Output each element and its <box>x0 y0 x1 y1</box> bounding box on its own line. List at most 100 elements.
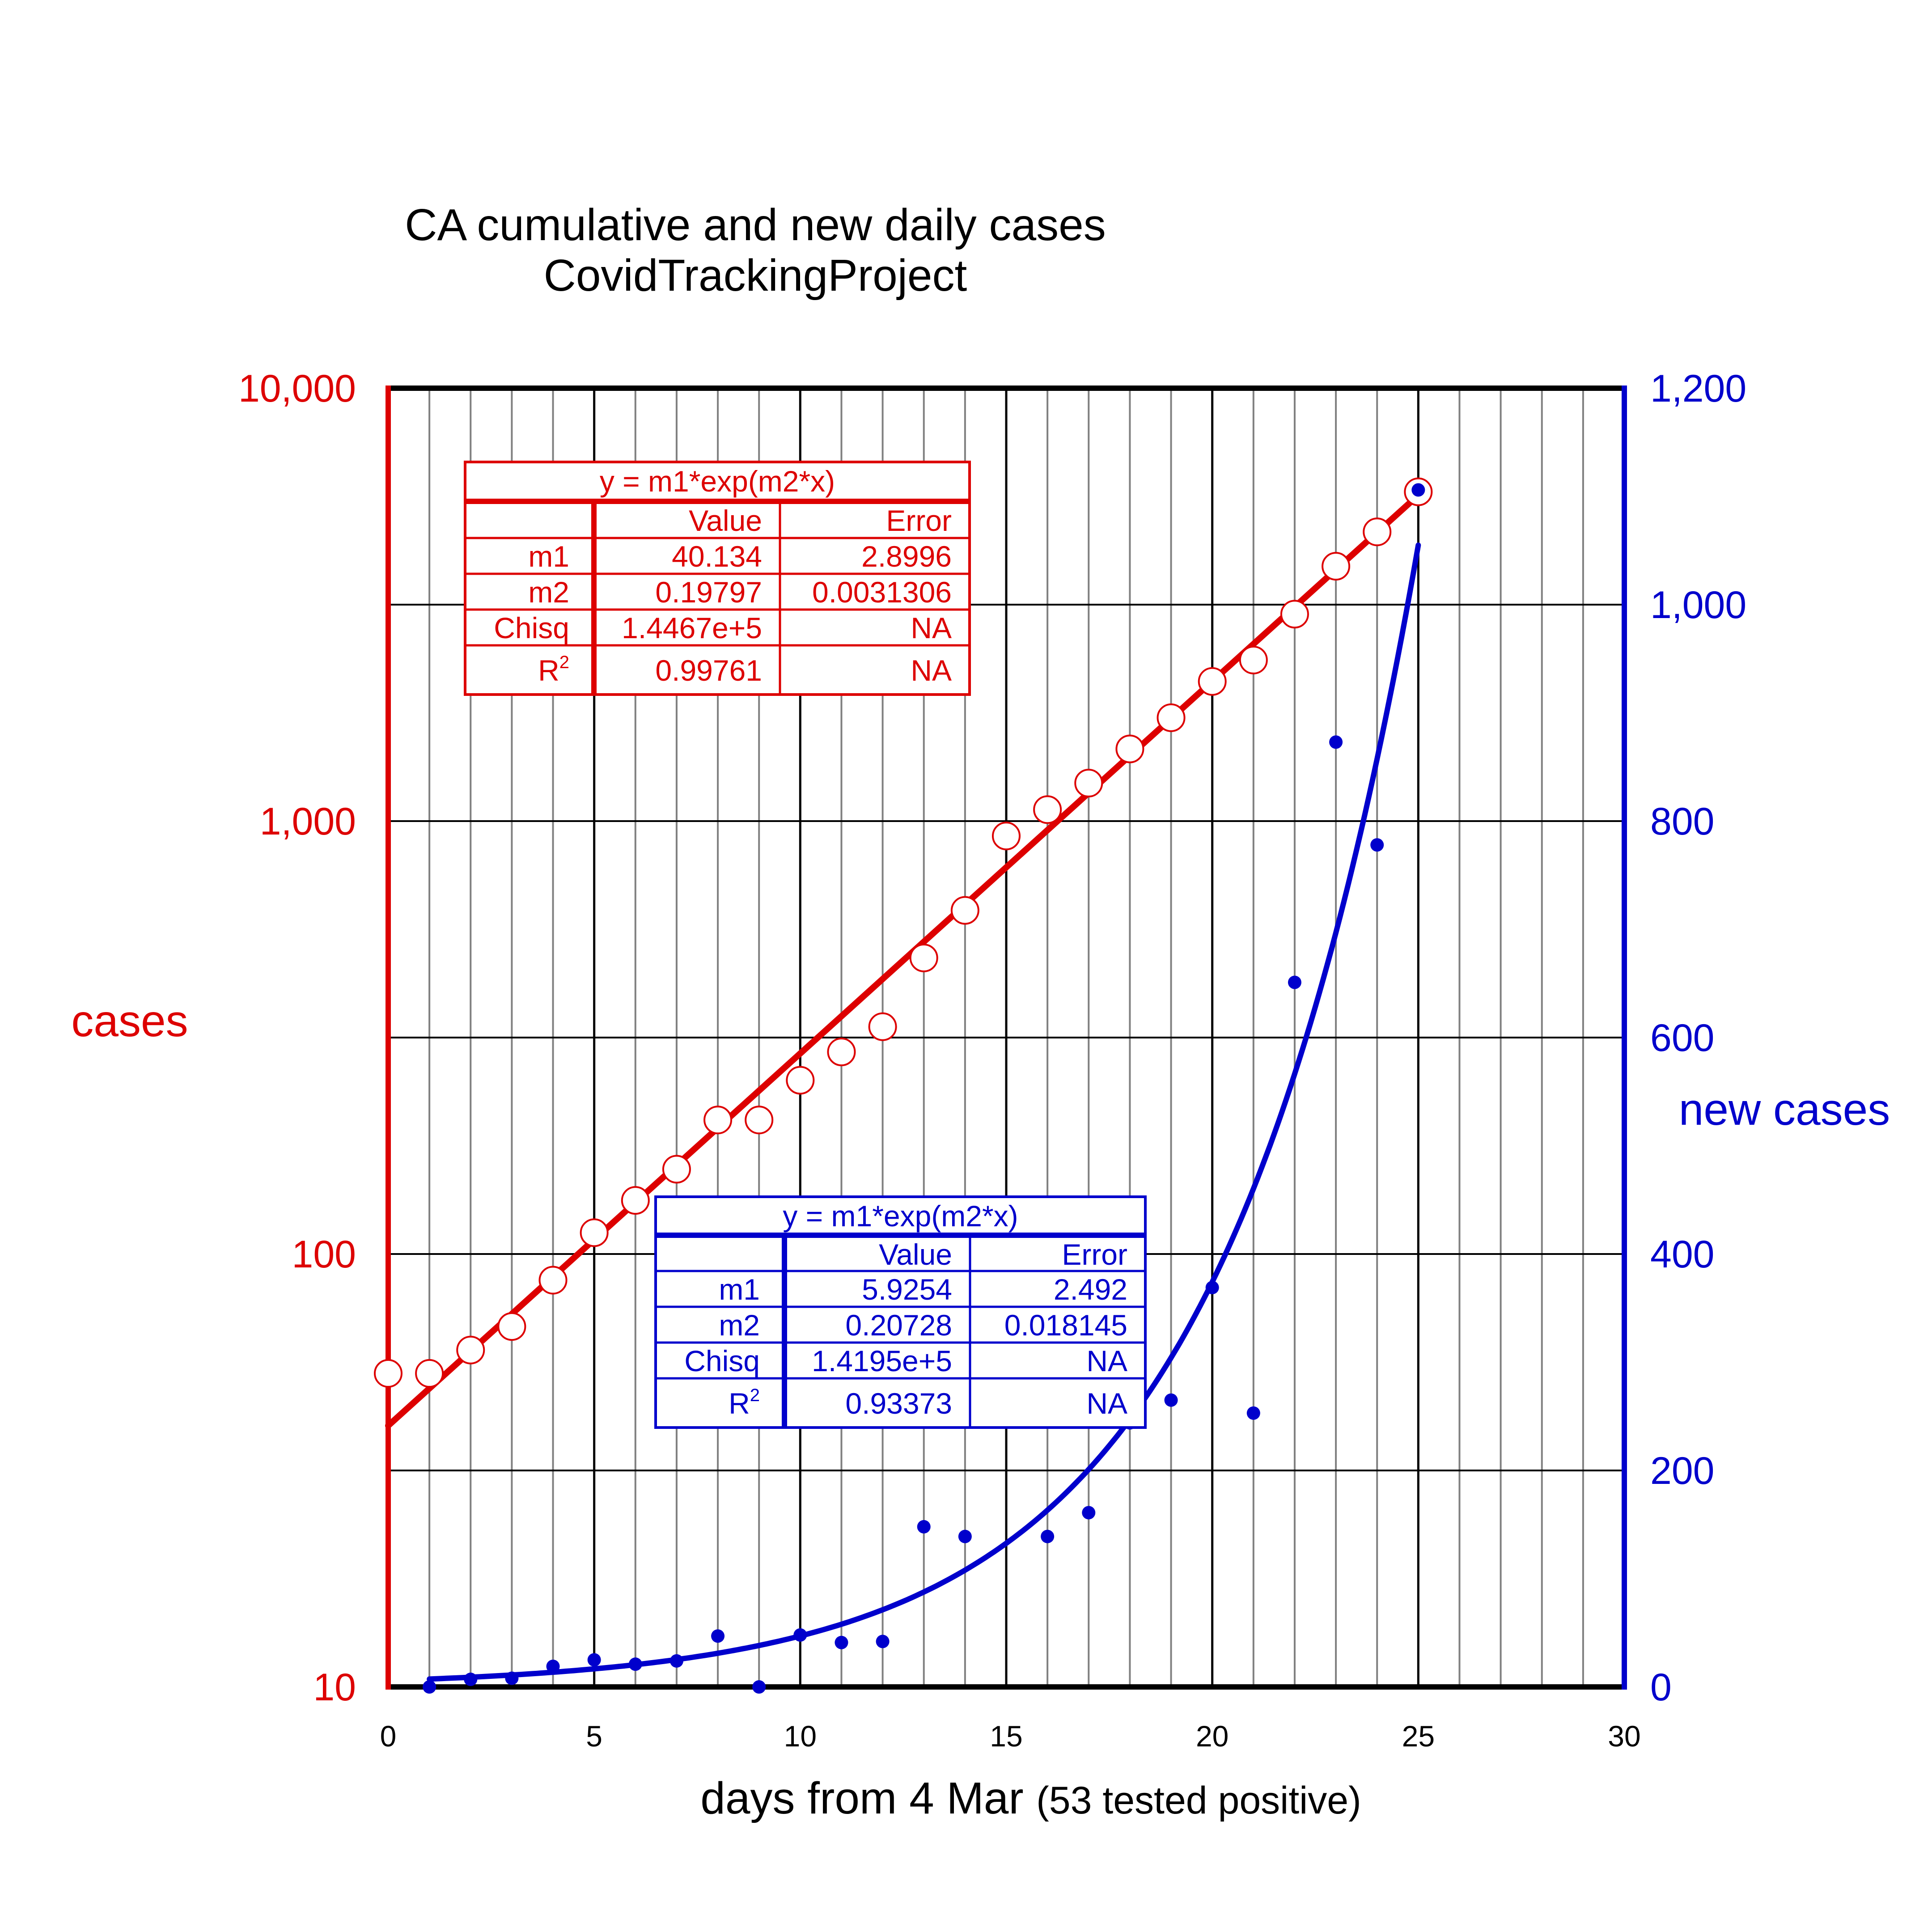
new-cases-point <box>958 1530 972 1543</box>
x-tick-label: 0 <box>380 1720 397 1753</box>
fit-param-error: 2.492 <box>1054 1273 1127 1306</box>
cumulative-cases-point <box>374 1359 402 1388</box>
cumulative-cases-point <box>909 943 938 972</box>
y-right-tick-label: 0 <box>1650 1666 1672 1709</box>
new-cases-point <box>752 1680 766 1694</box>
new-cases-point <box>1246 1406 1260 1420</box>
fit-param-value: 0.99761 <box>655 654 762 687</box>
cumulative-cases-point <box>497 1312 526 1341</box>
x-tick-label: 5 <box>586 1720 602 1753</box>
cumulative-cases-point <box>703 1106 733 1135</box>
cumulative-cases-point <box>662 1155 691 1184</box>
cumulative-cases-point <box>786 1066 815 1095</box>
cumulative-cases-point <box>538 1266 568 1295</box>
new-cases-point <box>423 1680 436 1694</box>
y-right-tick-label: 200 <box>1650 1449 1715 1492</box>
cumulative-cases-point <box>1033 795 1062 824</box>
y-left-tick-labels: 10 100 1,000 10,000 <box>238 367 356 1709</box>
y-right-tick-label: 400 <box>1650 1233 1715 1276</box>
new-cases-point <box>917 1520 931 1534</box>
cumulative-cases-point <box>1322 552 1351 581</box>
fit-param-label: Chisq <box>684 1344 760 1377</box>
x-tick-label: 10 <box>784 1720 817 1753</box>
y-right-tick-label: 800 <box>1650 800 1715 843</box>
new-cases-point <box>628 1657 642 1671</box>
fit-param-error: NA <box>1086 1387 1127 1420</box>
x-tick-labels: 0 5 10 15 20 25 30 <box>380 1720 1641 1753</box>
fit-param-label: R2 <box>729 1385 760 1420</box>
fit-param-error: NA <box>1086 1344 1127 1377</box>
fit-param-value: 0.93373 <box>845 1387 952 1420</box>
cumulative-cases-point <box>456 1335 485 1364</box>
y-left-tick-label: 10,000 <box>238 367 356 410</box>
new-cases-point <box>1041 1530 1055 1543</box>
fit-equation: y = m1*exp(m2*x) <box>600 465 835 498</box>
fit-param-value: 1.4467e+5 <box>622 611 762 644</box>
new-cases-point <box>1370 838 1384 852</box>
fit-param-value: 40.134 <box>672 540 762 573</box>
x-tick-label: 30 <box>1608 1720 1640 1753</box>
y-right-tick-labels: 0 200 400 600 800 1,000 1,200 <box>1650 367 1746 1709</box>
cumulative-cases-point <box>1157 703 1186 732</box>
new-cases-point <box>711 1629 725 1643</box>
chart-title: CA cumulative and new daily cases <box>405 200 1106 250</box>
fit-param-label: m2 <box>719 1309 760 1342</box>
fit-param-label-superscript: 2 <box>750 1385 760 1405</box>
fit-param-error: 0.018145 <box>1004 1309 1127 1342</box>
x-axis-label: days from 4 Mar (53 tested positive) <box>700 1773 1361 1823</box>
new-cases-point <box>1288 975 1301 989</box>
fit-param-label: m1 <box>719 1273 760 1306</box>
fit-param-error: 2.8996 <box>861 540 952 573</box>
new-cases-point <box>464 1673 478 1686</box>
y-right-tick-label: 600 <box>1650 1017 1715 1059</box>
cumulative-cases-point <box>1115 734 1144 763</box>
data-points <box>374 477 1433 1694</box>
fit-param-value: 0.20728 <box>845 1309 952 1342</box>
fit-param-error: 0.0031306 <box>812 576 952 609</box>
y-left-axis-label: cases <box>71 996 188 1046</box>
new-cases-point <box>505 1671 519 1685</box>
cumulative-cases-point <box>1363 517 1392 547</box>
cumulative-cases-point <box>1198 667 1227 696</box>
fit-param-value: 0.19797 <box>655 576 762 609</box>
fit-param-error: NA <box>911 611 952 644</box>
fit-param-value: 1.4195e+5 <box>812 1344 952 1377</box>
y-right-axis-label: new cases <box>1679 1085 1890 1135</box>
new-cases-point <box>546 1660 560 1674</box>
fit-tables: y = m1*exp(m2*x) Value Error m1 40.134 2.8996… <box>464 461 1147 1429</box>
cumulative-fit-table: y = m1*exp(m2*x) Value Error m1 40.134 2.8996… <box>464 461 971 696</box>
fit-table-header-error: Error <box>886 504 952 537</box>
cumulative-cases-point <box>827 1038 856 1067</box>
cumulative-cases-point <box>1239 645 1268 674</box>
new-cases-point <box>1205 1281 1219 1295</box>
fit-param-label: m1 <box>528 540 569 573</box>
cumulative-cases-point <box>621 1186 650 1215</box>
x-tick-label: 25 <box>1402 1720 1435 1753</box>
x-axis-label-note: (53 tested positive) <box>1036 1779 1361 1822</box>
new-cases-point <box>876 1635 890 1648</box>
new-cases-point <box>835 1635 848 1649</box>
x-axis-label-main: days from 4 Mar <box>700 1773 1023 1823</box>
x-tick-label: 20 <box>1196 1720 1229 1753</box>
new-cases-point <box>1329 735 1343 749</box>
cumulative-cases-point <box>1074 769 1103 798</box>
new-cases-fit-table: y = m1*exp(m2*x) Value Error m1 5.9254 2.492 m… <box>654 1195 1147 1429</box>
new-cases-point <box>587 1653 601 1667</box>
y-right-tick-label: 1,000 <box>1650 584 1746 627</box>
new-cases-point <box>1164 1393 1178 1407</box>
fit-table-header-error: Error <box>1062 1238 1127 1271</box>
cumulative-cases-point <box>1280 600 1309 629</box>
fit-param-error: NA <box>911 654 952 687</box>
new-cases-fit-curve <box>427 542 1421 1682</box>
fit-param-label: Chisq <box>494 611 569 644</box>
x-tick-label: 15 <box>990 1720 1022 1753</box>
cumulative-cases-point <box>745 1106 774 1135</box>
cumulative-cases-point <box>580 1218 609 1247</box>
y-left-tick-label: 10 <box>313 1666 356 1709</box>
y-left-tick-label: 100 <box>292 1233 356 1276</box>
y-right-tick-label: 1,200 <box>1650 367 1746 410</box>
fit-table-header-value: Value <box>689 504 762 537</box>
fit-equation: y = m1*exp(m2*x) <box>783 1199 1018 1233</box>
y-left-tick-label: 1,000 <box>260 800 356 843</box>
